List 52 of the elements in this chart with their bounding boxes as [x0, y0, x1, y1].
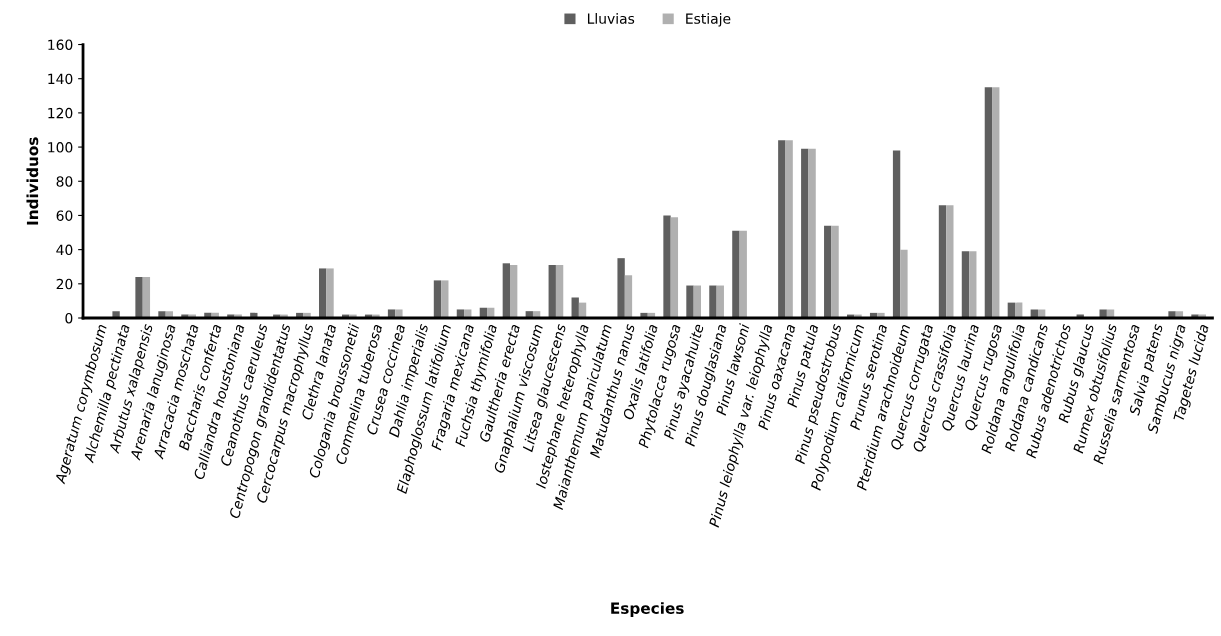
bar	[433, 280, 442, 318]
y-tick-label: 20	[56, 278, 73, 290]
bar	[555, 265, 564, 318]
bar	[892, 150, 901, 318]
bar	[938, 205, 947, 318]
bar	[900, 249, 908, 318]
x-axis-title: Especies	[611, 602, 684, 617]
bar	[831, 225, 839, 318]
bar	[395, 309, 403, 318]
bar	[1168, 311, 1176, 318]
bar	[739, 230, 747, 318]
y-axis-title: Individuos	[26, 137, 39, 225]
bar	[709, 285, 717, 318]
bar	[158, 311, 166, 318]
bar	[571, 297, 579, 318]
bar	[624, 275, 633, 318]
y-tick-label: 40	[56, 244, 73, 256]
bar	[984, 87, 993, 318]
y-tick-label: 100	[48, 142, 73, 153]
bar	[778, 140, 786, 318]
legend-label: Estiaje	[686, 13, 731, 27]
y-tick-label: 80	[56, 176, 73, 187]
bar	[319, 268, 327, 318]
y-tick-label: 120	[48, 107, 73, 119]
bar	[441, 280, 449, 318]
bar	[686, 285, 694, 318]
y-tick-label: 160	[48, 39, 73, 50]
y-tick-label: 140	[48, 73, 73, 85]
bar	[663, 215, 671, 318]
y-tick-label: 0	[65, 312, 73, 324]
bar	[548, 265, 556, 318]
y-tick-label: 60	[56, 210, 73, 221]
bar	[617, 258, 625, 318]
bar	[801, 148, 809, 318]
bar	[732, 230, 740, 318]
legend-label: Lluvias	[587, 13, 635, 24]
bar	[510, 265, 518, 318]
bar	[326, 268, 334, 318]
bar	[142, 276, 151, 318]
bar	[824, 225, 832, 318]
bar	[670, 217, 679, 318]
bar	[969, 251, 977, 318]
bar	[961, 251, 970, 318]
bar	[135, 276, 143, 318]
bar	[112, 311, 120, 318]
bar	[992, 87, 1000, 318]
bar	[716, 285, 724, 318]
bar	[785, 140, 793, 318]
bar	[693, 285, 701, 318]
bar	[502, 263, 511, 318]
bar	[946, 205, 954, 318]
bar	[808, 148, 816, 318]
